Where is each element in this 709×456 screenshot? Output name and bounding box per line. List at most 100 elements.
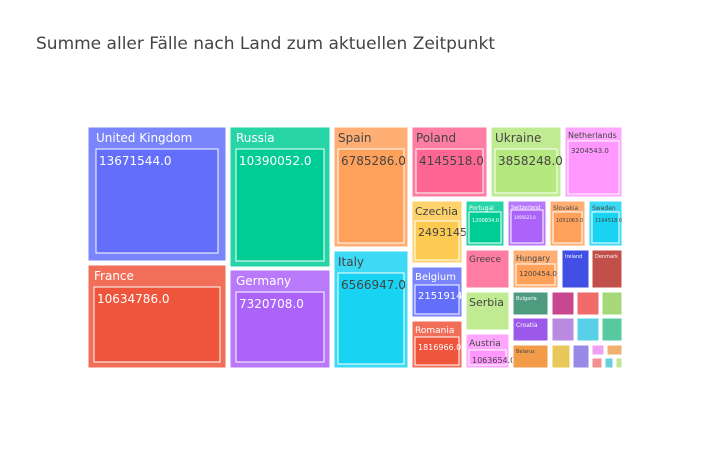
tile-label-ireland: Ireland <box>565 254 582 260</box>
tile-inner-austria <box>468 349 507 366</box>
tile-label-united-kingdom: United Kingdom <box>96 131 192 145</box>
treemap-tile-denmark[interactable]: Denmark <box>591 249 623 289</box>
tile-rect-greece[interactable] <box>465 249 510 289</box>
tile-label-france: France <box>94 269 134 283</box>
treemap-tile-italy[interactable]: Italy 6566947.0 <box>333 250 409 369</box>
treemap-tile-small-5[interactable] <box>576 317 600 342</box>
treemap-tile-small-6[interactable] <box>601 317 623 342</box>
treemap-tile-portugal[interactable]: Portugal 1200834.0 <box>465 200 505 247</box>
treemap-tile-small-8[interactable] <box>572 344 590 369</box>
tile-label-switzerland: Switzerland <box>511 205 540 211</box>
treemap-tile-germany[interactable]: Germany 7320708.0 <box>229 269 331 369</box>
tile-value-hungary: 1200454.0 <box>519 270 557 278</box>
tile-label-serbia: Serbia <box>469 296 504 309</box>
tile-inner-russia <box>235 148 325 262</box>
treemap-tile-russia[interactable]: Russia 10390052.0 <box>229 126 331 268</box>
tile-inner-sweden <box>591 211 620 244</box>
tile-label-hungary: Hungary <box>516 254 550 263</box>
treemap-tile-spain[interactable]: Spain 6785286.0 <box>333 126 409 248</box>
tile-label-austria: Austria <box>469 339 501 349</box>
tile-inner-netherlands <box>567 140 620 195</box>
tile-label-denmark: Denmark <box>595 254 618 260</box>
tile-value-poland: 4145518.0 <box>419 154 484 168</box>
tile-label-russia: Russia <box>236 131 275 145</box>
tile-label-portugal: Portugal <box>469 205 494 212</box>
treemap-tile-greece[interactable]: Greece <box>465 249 510 289</box>
treemap-tile-hungary[interactable]: Hungary 1200454.0 <box>512 249 559 289</box>
treemap-tile-small-10[interactable] <box>606 344 623 356</box>
treemap-tile-small-11[interactable] <box>591 357 603 369</box>
treemap-tile-romania[interactable]: Romania 1816966.0 <box>411 320 463 369</box>
tile-label-spain: Spain <box>338 131 372 145</box>
tile-inner-germany <box>235 291 325 363</box>
treemap-tile-small-4[interactable] <box>551 317 575 342</box>
tile-inner-poland <box>415 148 484 194</box>
tile-rect-bulgaria[interactable] <box>512 291 549 316</box>
tile-label-poland: Poland <box>416 131 456 145</box>
tile-value-austria: 1063654.0 <box>472 356 515 365</box>
tile-label-italy: Italy <box>338 255 364 269</box>
tile-inner-slovakia <box>552 211 583 244</box>
tile-inner-united-kingdom <box>95 148 219 254</box>
tile-rect-ireland[interactable] <box>561 249 590 289</box>
tile-value-netherlands: 3204543.0 <box>571 147 609 155</box>
tile-inner-hungary <box>515 263 556 286</box>
tile-value-portugal: 1200834.0 <box>472 218 499 224</box>
tile-label-croatia: Croatia <box>516 322 538 329</box>
tile-label-germany: Germany <box>236 274 291 288</box>
treemap-tile-slovakia[interactable]: Slovakia 1051063.0 <box>549 200 586 247</box>
tile-value-france: 10634786.0 <box>97 292 170 306</box>
treemap-tile-poland[interactable]: Poland 4145518.0 <box>411 126 488 198</box>
tile-value-russia: 10390052.0 <box>239 154 312 168</box>
tile-value-italy: 6566947.0 <box>341 278 406 292</box>
tile-inner-switzerland <box>510 209 544 244</box>
treemap-tile-ireland[interactable]: Ireland <box>561 249 590 289</box>
tile-label-ukraine: Ukraine <box>495 131 541 145</box>
tile-rect-croatia[interactable] <box>512 317 549 342</box>
treemap-tile-small-1[interactable] <box>551 291 575 316</box>
treemap-tile-small-13[interactable] <box>615 357 623 369</box>
treemap-tile-united-kingdom[interactable]: United Kingdom 13671544.0 <box>87 126 227 262</box>
tile-label-bulgaria: Bulgaria <box>516 296 537 302</box>
treemap-tile-bulgaria[interactable]: Bulgaria <box>512 291 549 316</box>
tile-label-sweden: Sweden <box>592 205 616 212</box>
tile-rect-denmark[interactable] <box>591 249 623 289</box>
treemap-tile-small-7[interactable] <box>551 344 571 369</box>
tile-inner-belgium <box>414 284 460 315</box>
treemap-tile-small-3[interactable] <box>601 291 623 316</box>
tile-label-slovakia: Slovakia <box>553 205 579 212</box>
tile-inner-spain <box>337 148 405 244</box>
tile-inner-italy <box>337 272 405 365</box>
treemap-tile-czechia[interactable]: Czechia 2493145.0 <box>411 200 478 264</box>
tile-inner-romania <box>414 336 460 366</box>
tile-rect-belarus[interactable] <box>512 344 549 369</box>
treemap-tile-switzerland[interactable]: Switzerland 1095623.0 <box>507 200 547 247</box>
tile-value-united-kingdom: 13671544.0 <box>99 154 172 168</box>
tile-rect-serbia[interactable] <box>465 291 510 331</box>
tile-value-slovakia: 1051063.0 <box>556 218 583 224</box>
treemap-tile-small-9[interactable] <box>591 344 605 356</box>
treemap-tile-netherlands[interactable]: Netherlands 3204543.0 <box>564 126 623 198</box>
treemap-tile-small-12[interactable] <box>604 357 614 369</box>
tile-value-spain: 6785286.0 <box>341 154 406 168</box>
tile-value-switzerland: 1095623.0 <box>514 215 536 220</box>
treemap-tile-belarus[interactable]: Belarus <box>512 344 549 369</box>
tile-inner-ukraine <box>494 148 558 194</box>
treemap-tile-serbia[interactable]: Serbia <box>465 291 510 331</box>
treemap-tile-belgium[interactable]: Belgium 2151914.0 <box>411 266 472 318</box>
treemap-tile-small-2[interactable] <box>576 291 600 316</box>
treemap-tile-austria[interactable]: Austria 1063654.0 <box>465 333 515 369</box>
tile-label-czechia: Czechia <box>415 205 458 218</box>
tile-value-romania: 1816966.0 <box>418 343 461 352</box>
tile-inner-czechia <box>414 220 460 261</box>
tile-inner-portugal <box>468 211 502 244</box>
treemap-tile-sweden[interactable]: Sweden 1164518.0 <box>588 200 623 247</box>
tile-value-belgium: 2151914.0 <box>418 291 472 302</box>
treemap-tile-france[interactable]: France 10634786.0 <box>87 264 227 369</box>
tile-label-belgium: Belgium <box>415 272 456 283</box>
treemap-tile-croatia[interactable]: Croatia <box>512 317 549 342</box>
tile-label-greece: Greece <box>469 255 501 265</box>
treemap-tile-ukraine[interactable]: Ukraine 3858248.0 <box>490 126 563 198</box>
tile-label-netherlands: Netherlands <box>568 131 617 140</box>
